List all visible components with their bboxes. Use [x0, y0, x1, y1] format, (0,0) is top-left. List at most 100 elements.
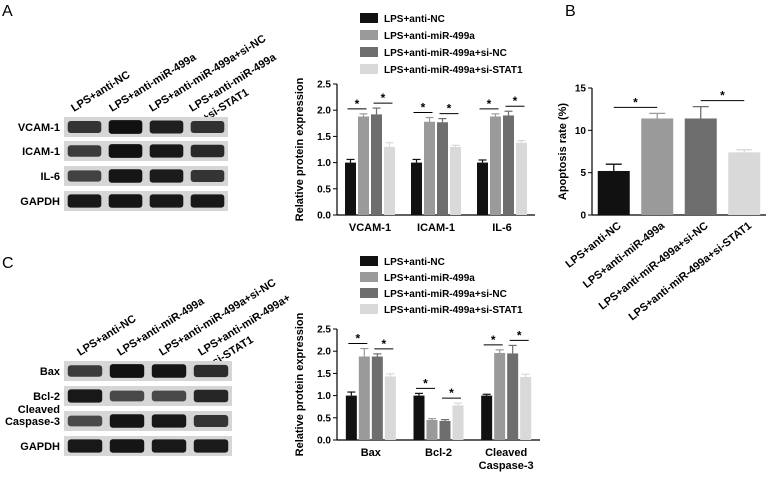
- blot-band: [109, 364, 145, 378]
- y-tick-label: 2.0: [317, 106, 331, 117]
- panel-letter-c: C: [2, 255, 14, 272]
- blot-band: [193, 415, 229, 427]
- blot-strip: [64, 386, 232, 406]
- row-label: IL-6: [40, 171, 60, 183]
- y-tick-label: 2.5: [317, 325, 331, 336]
- significance-marker: *: [381, 91, 386, 105]
- significance-marker: *: [423, 376, 428, 390]
- blot-band: [190, 120, 225, 134]
- y-axis-title: Relative protein expression: [294, 77, 306, 221]
- blot-band: [149, 194, 184, 208]
- bar-chart-panel-a: 0.0 0.5 1.0 1.5 2.0 2.5 Relative protein expre…: [294, 13, 535, 234]
- blot-band: [108, 194, 143, 208]
- bar: [384, 146, 395, 215]
- legend-swatch: [360, 256, 378, 266]
- western-blot-panel-a: LPS+anti-NCLPS+anti-miR-499aLPS+anti-miR…: [18, 33, 279, 211]
- y-tick-label: 1.5: [317, 369, 331, 380]
- bar: [439, 420, 451, 440]
- row-label: Cleaved: [18, 404, 60, 416]
- blot-band: [67, 194, 102, 208]
- bar: [597, 170, 630, 215]
- blot-band: [67, 121, 102, 133]
- bar: [371, 356, 383, 440]
- x-category-label: IL-6: [492, 222, 512, 234]
- blot-band: [109, 390, 145, 402]
- significance-marker: *: [513, 94, 518, 108]
- legend-swatch: [360, 64, 378, 74]
- bar: [728, 152, 761, 215]
- western-blot-panel-c: LPS+anti-NCLPS+anti-miR-499aLPS+anti-miR…: [5, 277, 293, 456]
- blot-strip: [64, 361, 232, 381]
- blot-band: [108, 169, 143, 183]
- blot-band: [190, 194, 225, 208]
- row-label: Bax: [40, 366, 61, 378]
- bar: [450, 146, 461, 215]
- blot-band: [67, 439, 103, 453]
- legend-label: LPS+anti-miR-499a+si-NC: [384, 289, 507, 300]
- bar: [494, 352, 506, 440]
- bar: [413, 395, 425, 440]
- blot-band: [108, 144, 143, 158]
- blot-band: [67, 145, 102, 157]
- blot-strip: [64, 141, 228, 161]
- bar: [490, 116, 501, 215]
- significance-marker: *: [449, 386, 454, 400]
- blot-band: [149, 120, 184, 134]
- bar: [384, 376, 396, 440]
- x-category-label: Bax: [361, 447, 382, 459]
- x-category-label: Cleaved Caspase-3: [479, 447, 534, 472]
- legend-swatch: [360, 288, 378, 298]
- blot-band: [193, 389, 229, 403]
- blot-band: [193, 439, 229, 453]
- y-tick-label: 15: [575, 84, 587, 95]
- bar: [345, 162, 356, 215]
- blot-band: [109, 414, 145, 428]
- blot-band: [67, 389, 103, 403]
- legend-label: LPS+anti-NC: [384, 257, 445, 268]
- y-axis-title: Relative protein expression: [294, 312, 306, 456]
- legend-label: LPS+anti-miR-499a+si-NC: [384, 48, 507, 59]
- y-tick-label: 2.5: [317, 80, 331, 91]
- y-axis-title: Apoptosis rate (%): [557, 103, 569, 201]
- blot-strip: [64, 191, 228, 211]
- blot-band: [193, 364, 229, 378]
- x-category-label: LPS+anti-miR-499a: [581, 219, 668, 291]
- bar: [641, 118, 674, 215]
- blot-strip: [64, 436, 232, 456]
- panel-letter-b: B: [565, 3, 576, 20]
- y-tick-label: 5: [580, 168, 586, 179]
- y-tick-label: 0: [580, 211, 586, 222]
- bar: [411, 162, 422, 215]
- blot-band: [67, 170, 102, 182]
- blot-band: [67, 415, 103, 427]
- legend-swatch: [360, 272, 378, 282]
- row-label: Bcl-2: [33, 391, 60, 403]
- significance-marker: *: [381, 337, 386, 351]
- bar: [477, 162, 488, 215]
- y-tick-label: 1.5: [317, 132, 331, 143]
- y-tick-label: 10: [575, 126, 587, 137]
- y-tick-label: 0.5: [317, 413, 331, 424]
- blot-band: [151, 439, 187, 453]
- legend-swatch: [360, 47, 378, 57]
- significance-marker: *: [487, 97, 492, 111]
- significance-marker: *: [447, 102, 452, 116]
- significance-marker: *: [517, 328, 522, 342]
- blot-band: [108, 120, 143, 134]
- legend-label: LPS+anti-miR-499a: [384, 273, 475, 284]
- y-tick-label: 2.0: [317, 347, 331, 358]
- row-label: ICAM-1: [22, 146, 60, 158]
- bar: [516, 142, 527, 215]
- row-label: GAPDH: [20, 196, 60, 208]
- legend-label: LPS+anti-miR-499a+si-STAT1: [384, 65, 523, 76]
- bar: [371, 114, 382, 215]
- x-category-label: VCAM-1: [349, 222, 391, 234]
- bar: [426, 420, 438, 440]
- blot-band: [190, 170, 225, 182]
- bar: [452, 405, 464, 440]
- bar: [507, 353, 519, 440]
- y-tick-label: 0.0: [317, 436, 331, 447]
- legend-swatch: [360, 30, 378, 40]
